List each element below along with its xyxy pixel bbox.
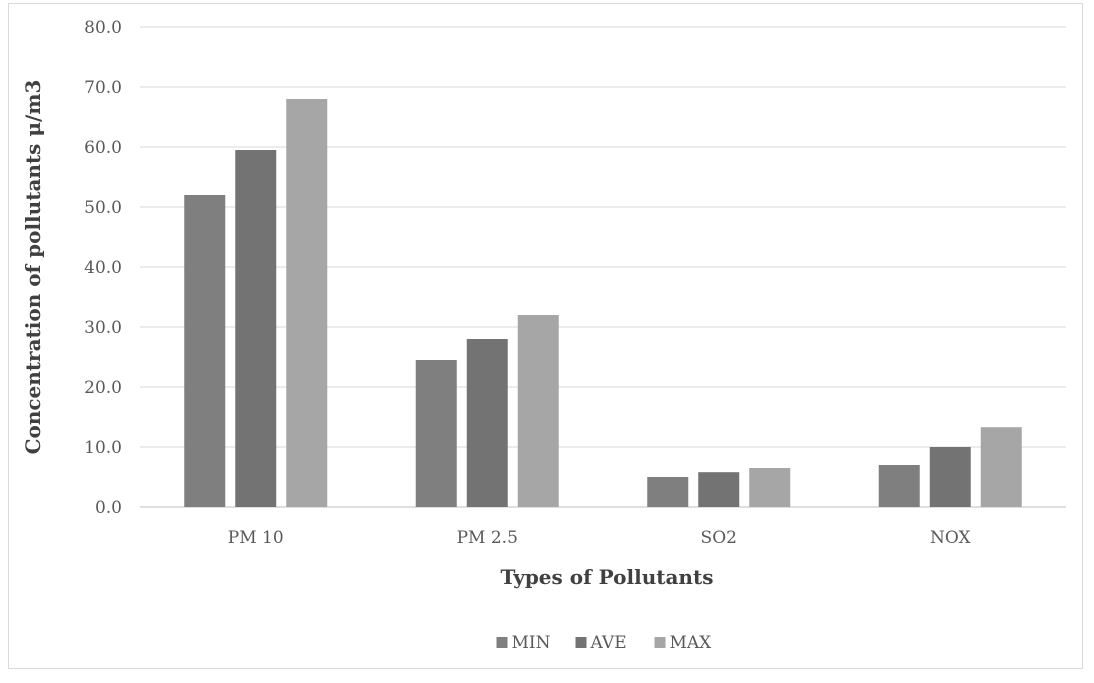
- y-tick-label: 30.0: [84, 318, 122, 338]
- x-axis-title: Types of Pollutants: [501, 565, 714, 589]
- bar-min-so2: [647, 477, 689, 507]
- bar-ave-so2: [698, 472, 740, 507]
- bars: [184, 99, 1022, 507]
- legend: MIN AVE MAX: [496, 633, 713, 653]
- y-tick-label: 80.0: [84, 18, 122, 38]
- bar-ave-pm-2-5: [466, 339, 508, 507]
- bar-max-so2: [749, 468, 791, 507]
- y-tick-labels: 0.0 10.0 20.0 30.0 40.0 50.0 60.0 70.0 80.0: [84, 18, 122, 518]
- y-tick-label: 40.0: [84, 258, 122, 278]
- y-tick-label: 10.0: [84, 438, 122, 458]
- bar-ave-pm-10: [235, 150, 277, 507]
- y-tick-label: 20.0: [84, 378, 122, 398]
- bar-min-pm-10: [184, 195, 226, 507]
- legend-swatch: [496, 637, 508, 648]
- bar-max-pm-10: [286, 99, 328, 507]
- legend-swatch: [575, 637, 587, 648]
- y-tick-label: 50.0: [84, 198, 122, 218]
- legend-label: MAX: [670, 633, 713, 653]
- legend-label: MIN: [512, 633, 551, 653]
- bar-max-pm-2-5: [517, 315, 559, 507]
- x-tick-label: NOX: [930, 528, 972, 548]
- x-tick-label: PM 10: [228, 528, 284, 548]
- bar-min-nox: [878, 465, 920, 507]
- y-axis-title: Concentration of pollutants μ/m3: [21, 80, 45, 455]
- bar-min-pm-2-5: [415, 360, 457, 507]
- bar-ave-nox: [929, 447, 971, 507]
- legend-swatch: [654, 637, 666, 648]
- x-tick-label: PM 2.5: [457, 528, 518, 548]
- x-tick-labels: PM 10 PM 2.5 SO2 NOX: [228, 528, 972, 548]
- y-tick-label: 0.0: [95, 498, 122, 518]
- y-tick-label: 60.0: [84, 138, 122, 158]
- x-tick-label: SO2: [701, 528, 737, 548]
- bar-max-nox: [980, 427, 1022, 507]
- y-tick-label: 70.0: [84, 78, 122, 98]
- legend-label: AVE: [590, 633, 627, 653]
- gridlines: [140, 26, 1066, 508]
